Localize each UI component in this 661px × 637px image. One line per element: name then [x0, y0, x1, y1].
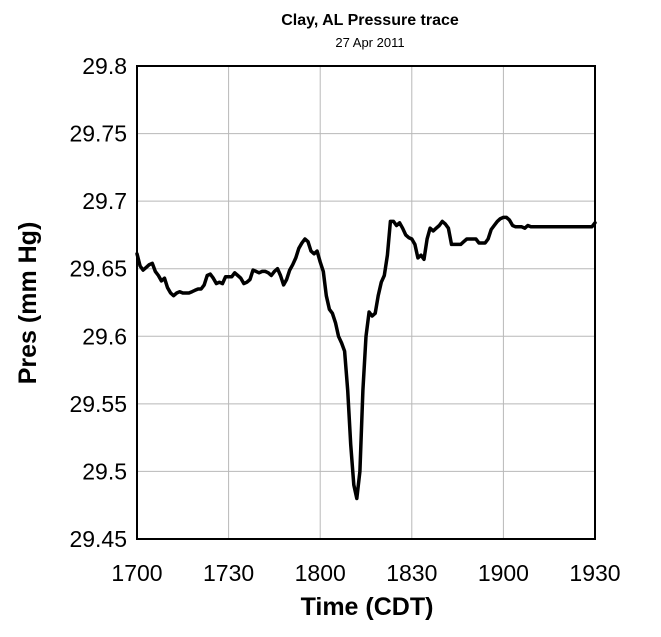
y-tick-label: 29.55 — [69, 391, 127, 417]
plot-frame — [136, 65, 596, 540]
y-tick-label: 29.8 — [82, 53, 127, 79]
pressure-series-line — [135, 215, 597, 501]
grid-lines — [136, 65, 596, 540]
x-tick-label: 1900 — [478, 560, 529, 586]
y-tick-label: 29.5 — [82, 458, 127, 484]
x-tick-label: 1830 — [386, 560, 437, 586]
y-tick-labels: 29.8 29.75 29.7 29.65 29.6 29.55 29.5 29.45 — [69, 53, 127, 552]
chart-title: Clay, AL Pressure trace — [281, 12, 459, 29]
chart-subtitle: 27 Apr 2011 — [335, 35, 404, 50]
y-tick-label: 29.45 — [69, 526, 127, 552]
x-axis-label: Time (CDT) — [301, 593, 434, 621]
y-axis-label: Pres (mm Hg) — [14, 222, 42, 385]
series-layer — [135, 215, 597, 501]
x-tick-labels: 1700 1730 1800 1830 1900 1930 — [111, 560, 620, 586]
x-tick-label: 1930 — [569, 560, 620, 586]
x-tick-label: 1800 — [295, 560, 346, 586]
y-tick-label: 29.7 — [82, 188, 127, 214]
y-tick-label: 29.6 — [82, 323, 127, 349]
y-tick-label: 29.75 — [69, 121, 127, 147]
y-tick-label: 29.65 — [69, 256, 127, 282]
x-tick-label: 1730 — [203, 560, 254, 586]
x-tick-label: 1700 — [111, 560, 162, 586]
